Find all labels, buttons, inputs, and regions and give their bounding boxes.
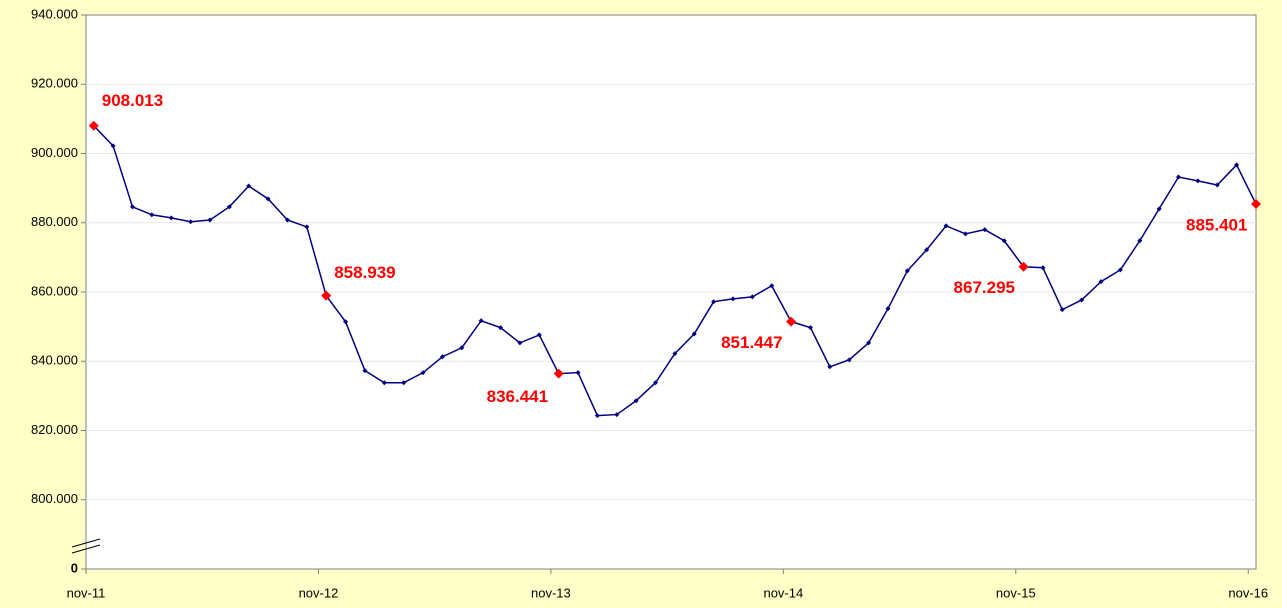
- point: [691, 331, 697, 337]
- point: [1079, 297, 1085, 303]
- point: [1098, 279, 1104, 285]
- point: [1214, 182, 1220, 188]
- data-label: 851.447: [721, 333, 782, 352]
- point: [284, 217, 290, 223]
- point: [439, 354, 445, 360]
- x-tick-label: nov-11: [67, 585, 106, 600]
- data-label: 836.441: [487, 387, 548, 406]
- point: [575, 370, 581, 376]
- point: [207, 217, 213, 223]
- point: [904, 268, 910, 274]
- y-tick-label: 940.000: [31, 6, 78, 21]
- point: [168, 215, 174, 221]
- y-tick-label: 820.000: [31, 422, 78, 437]
- point: [321, 290, 332, 301]
- y-tick-label: 900.000: [31, 145, 78, 160]
- point: [304, 224, 310, 230]
- point: [478, 318, 484, 324]
- point: [381, 380, 387, 386]
- axis-break: [71, 544, 101, 554]
- data-label: 858.939: [334, 263, 395, 282]
- y-tick-label: 920.000: [31, 76, 78, 91]
- x-tick-label: nov-14: [763, 585, 803, 600]
- point: [188, 219, 194, 225]
- point: [1137, 238, 1143, 244]
- point: [827, 364, 833, 370]
- data-label: 908.013: [102, 91, 163, 110]
- x-tick-label: nov-16: [1228, 585, 1268, 600]
- point: [594, 413, 600, 419]
- point: [226, 204, 232, 210]
- y-tick-label: 860.000: [31, 283, 78, 298]
- point: [1176, 174, 1182, 180]
- point: [866, 340, 872, 346]
- point: [88, 120, 99, 131]
- point: [711, 299, 717, 305]
- point: [246, 183, 252, 189]
- point: [343, 319, 349, 325]
- y-tick-label: 0: [71, 560, 78, 575]
- point: [653, 380, 659, 386]
- point: [614, 412, 620, 418]
- point: [807, 325, 813, 331]
- point: [536, 332, 542, 338]
- point: [786, 316, 797, 327]
- point: [110, 143, 116, 149]
- y-tick-label: 840.000: [31, 353, 78, 368]
- point: [459, 345, 465, 351]
- point: [633, 398, 639, 404]
- x-tick-label: nov-12: [299, 585, 339, 600]
- point: [1195, 178, 1201, 184]
- axis-break: [71, 538, 101, 548]
- point: [924, 247, 930, 253]
- point: [1234, 162, 1240, 168]
- point: [498, 325, 504, 331]
- point: [885, 306, 891, 312]
- point: [1251, 199, 1261, 210]
- point: [846, 357, 852, 363]
- y-tick-label: 800.000: [31, 491, 78, 506]
- y-tick-label: 880.000: [31, 214, 78, 229]
- point: [1040, 265, 1046, 271]
- point: [962, 231, 968, 237]
- point: [1117, 267, 1123, 273]
- point: [553, 368, 564, 379]
- point: [420, 370, 426, 376]
- point: [149, 212, 155, 218]
- point: [1018, 261, 1029, 272]
- point: [129, 204, 135, 210]
- point: [943, 223, 949, 229]
- point: [1059, 307, 1065, 313]
- x-tick-label: nov-15: [996, 585, 1036, 600]
- point: [672, 351, 678, 357]
- point: [265, 196, 271, 202]
- point: [769, 283, 775, 289]
- point: [730, 296, 736, 302]
- point: [401, 380, 407, 386]
- point: [1001, 238, 1007, 244]
- point: [982, 227, 988, 233]
- point: [517, 340, 523, 346]
- point: [749, 294, 755, 300]
- data-label: 885.401: [1186, 216, 1247, 235]
- point: [1156, 206, 1162, 212]
- point: [362, 368, 368, 374]
- data-label: 867.295: [954, 278, 1015, 297]
- x-tick-label: nov-13: [531, 585, 571, 600]
